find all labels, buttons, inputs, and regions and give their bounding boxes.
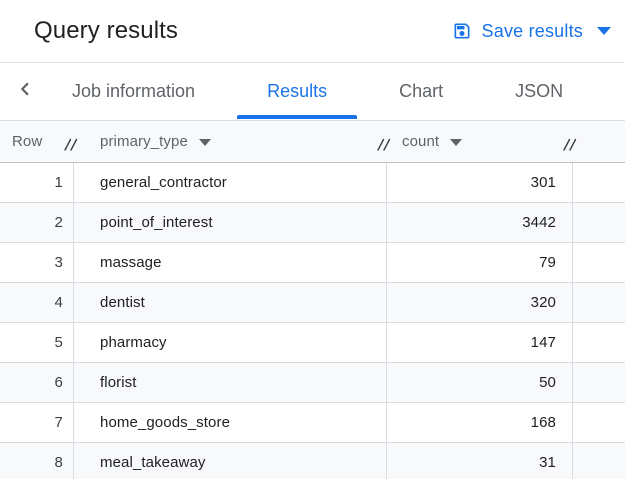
primary-type-cell: dentist — [74, 283, 387, 322]
page-title: Query results — [34, 17, 179, 44]
table-header-row: Row primary_type count — [0, 121, 625, 163]
row-number-cell: 1 — [0, 163, 74, 202]
count-cell: 168 — [387, 403, 573, 442]
row-number-cell: 7 — [0, 403, 74, 442]
primary-type-cell: pharmacy — [74, 323, 387, 362]
column-header-empty — [573, 121, 625, 162]
column-resize-icon[interactable] — [563, 138, 578, 151]
count-cell: 31 — [387, 443, 573, 479]
table-row: 3 massage 79 — [0, 243, 625, 283]
row-number-cell: 5 — [0, 323, 74, 362]
chevron-left-icon — [14, 78, 36, 105]
empty-cell — [573, 403, 625, 442]
save-results-button[interactable]: Save results — [452, 21, 611, 42]
empty-cell — [573, 243, 625, 282]
column-header-count[interactable]: count — [387, 121, 573, 162]
row-number-cell: 6 — [0, 363, 74, 402]
count-cell: 50 — [387, 363, 573, 402]
tab-chart[interactable]: Chart — [369, 63, 473, 120]
table-row: 1 general_contractor 301 — [0, 163, 625, 203]
count-cell: 79 — [387, 243, 573, 282]
tab-json[interactable]: JSON — [485, 63, 593, 120]
tab-label: Results — [267, 81, 328, 101]
count-cell: 301 — [387, 163, 573, 202]
column-label: count — [402, 133, 440, 150]
sort-caret-down-icon — [198, 139, 211, 146]
row-number-cell: 2 — [0, 203, 74, 242]
primary-type-cell: massage — [74, 243, 387, 282]
primary-type-cell: meal_takeaway — [74, 443, 387, 479]
column-header-row: Row — [0, 121, 74, 162]
save-results-label: Save results — [481, 20, 583, 41]
table-body: 1 general_contractor 301 2 point_of_inte… — [0, 163, 625, 479]
row-number-cell: 4 — [0, 283, 74, 322]
column-resize-icon[interactable] — [377, 138, 392, 151]
count-cell: 320 — [387, 283, 573, 322]
table-row: 8 meal_takeaway 31 — [0, 443, 625, 479]
primary-type-cell: home_goods_store — [74, 403, 387, 442]
tab-bar: Job information Results Chart JSON — [0, 63, 625, 121]
empty-cell — [573, 283, 625, 322]
sort-caret-down-icon — [450, 139, 463, 146]
column-label: Row — [12, 133, 43, 150]
table-row: 4 dentist 320 — [0, 283, 625, 323]
tab-job-information[interactable]: Job information — [42, 63, 225, 120]
table-row: 6 florist 50 — [0, 363, 625, 403]
caret-down-icon — [597, 27, 611, 35]
tab-label: Chart — [399, 81, 444, 101]
empty-cell — [573, 363, 625, 402]
save-icon — [452, 21, 472, 41]
table-row: 5 pharmacy 147 — [0, 323, 625, 363]
tab-label: JSON — [515, 81, 564, 101]
back-chevron-button[interactable] — [8, 63, 42, 120]
table-row: 2 point_of_interest 3442 — [0, 203, 625, 243]
tab-results[interactable]: Results — [237, 63, 358, 120]
table-row: 7 home_goods_store 168 — [0, 403, 625, 443]
empty-cell — [573, 203, 625, 242]
results-table: Row primary_type count — [0, 121, 625, 479]
row-number-cell: 8 — [0, 443, 74, 479]
column-resize-icon[interactable] — [64, 138, 79, 151]
empty-cell — [573, 163, 625, 202]
column-header-primary-type[interactable]: primary_type — [74, 121, 387, 162]
column-label: primary_type — [100, 133, 188, 150]
primary-type-cell: point_of_interest — [74, 203, 387, 242]
top-bar: Query results Save results — [0, 0, 625, 63]
count-cell: 147 — [387, 323, 573, 362]
count-cell: 3442 — [387, 203, 573, 242]
row-number-cell: 3 — [0, 243, 74, 282]
empty-cell — [573, 443, 625, 479]
primary-type-cell: general_contractor — [74, 163, 387, 202]
active-tab-underline — [237, 115, 358, 119]
tab-label: Job information — [72, 81, 196, 101]
primary-type-cell: florist — [74, 363, 387, 402]
empty-cell — [573, 323, 625, 362]
